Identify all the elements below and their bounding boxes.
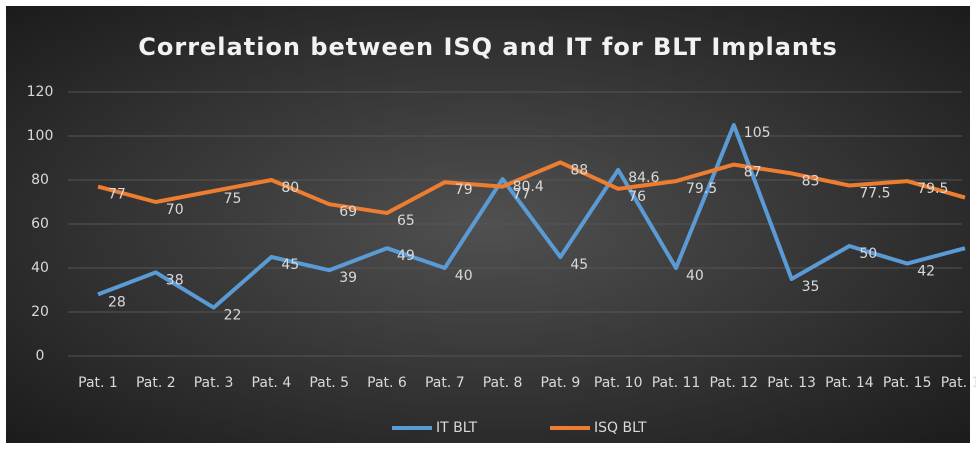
data-label: 40 [455,268,473,284]
x-tick-label: Pat. 13 [767,375,816,391]
data-label: 49 [397,248,415,264]
data-label: 83 [802,173,820,189]
data-label: 79.5 [686,181,717,197]
data-label: 79.5 [917,181,948,197]
x-tick-label: Pat. 8 [483,375,523,391]
x-tick-label: Pat. 16 [941,375,976,391]
chart-title: Correlation between ISQ and IT for BLT I… [138,33,838,61]
data-label: 77 [108,187,126,203]
x-tick-label: Pat. 3 [194,375,234,391]
series-line [97,160,966,215]
data-label: 105 [744,125,771,141]
data-label: 69 [339,204,357,220]
y-tick-label: 0 [36,348,45,364]
x-tick-label: Pat. 1 [78,375,118,391]
data-label: 75 [224,191,242,207]
data-label: 22 [224,308,242,324]
data-label: 65 [397,213,415,229]
data-label: 28 [108,294,126,310]
x-tick-label: Pat. 10 [594,375,643,391]
y-tick-label: 100 [27,128,54,144]
y-tick-label: 20 [31,304,49,320]
x-tick-label: Pat. 14 [825,375,874,391]
data-label: 42 [917,264,935,280]
data-label: 70 [166,202,184,218]
x-tick-label: Pat. 2 [136,375,176,391]
y-tick-label: 60 [31,216,49,232]
x-tick-label: Pat. 7 [425,375,465,391]
data-label: 80 [281,180,299,196]
x-tick-label: Pat. 4 [252,375,292,391]
x-tick-label: Pat. 11 [652,375,701,391]
data-label: 45 [281,257,299,273]
data-label: 79 [455,182,473,198]
data-label: 88 [570,162,588,178]
data-label: 50 [859,246,877,262]
y-tick-label: 80 [31,172,49,188]
legend-label: ISQ BLT [594,420,647,436]
data-label: 35 [802,279,820,295]
data-label: 76 [628,189,646,205]
data-label: 77 [513,187,531,203]
data-label: 77.5 [859,186,890,202]
data-label: 84.6 [628,170,659,186]
data-label: 80.4 [513,179,544,195]
data-label: 39 [339,270,357,286]
x-tick-label: Pat. 12 [709,375,758,391]
series-line [97,123,966,310]
legend-label: IT BLT [436,420,478,436]
y-tick-label: 120 [27,84,54,100]
data-label: 38 [166,272,184,288]
data-label: 87 [744,165,762,181]
y-tick-label: 40 [31,260,49,276]
data-label: 45 [570,257,588,273]
data-label: 40 [686,268,704,284]
x-tick-label: Pat. 6 [367,375,407,391]
x-tick-label: Pat. 5 [309,375,349,391]
x-tick-label: Pat. 9 [541,375,581,391]
x-tick-label: Pat. 15 [883,375,932,391]
